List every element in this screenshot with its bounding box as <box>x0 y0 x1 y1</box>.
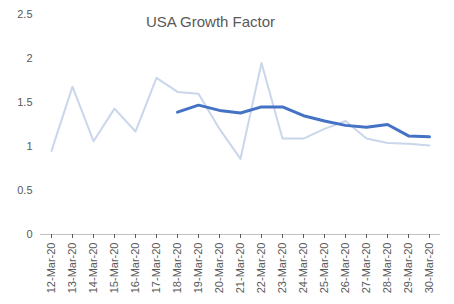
svg-text:29-Mar-20: 29-Mar-20 <box>402 243 414 294</box>
svg-text:30-Mar-20: 30-Mar-20 <box>423 243 435 294</box>
svg-text:1: 1 <box>26 140 32 152</box>
svg-text:27-Mar-20: 27-Mar-20 <box>360 243 372 294</box>
svg-text:13-Mar-20: 13-Mar-20 <box>66 243 78 294</box>
svg-text:16-Mar-20: 16-Mar-20 <box>129 243 141 294</box>
svg-text:18-Mar-20: 18-Mar-20 <box>171 243 183 294</box>
svg-text:0.5: 0.5 <box>17 184 32 196</box>
svg-text:2.5: 2.5 <box>17 8 32 20</box>
svg-text:21-Mar-20: 21-Mar-20 <box>234 243 246 294</box>
svg-text:12-Mar-20: 12-Mar-20 <box>45 243 57 294</box>
svg-text:22-Mar-20: 22-Mar-20 <box>255 243 267 294</box>
svg-text:14-Mar-20: 14-Mar-20 <box>87 243 99 294</box>
svg-text:0: 0 <box>26 228 32 240</box>
svg-text:23-Mar-20: 23-Mar-20 <box>276 243 288 294</box>
svg-text:28-Mar-20: 28-Mar-20 <box>381 243 393 294</box>
svg-text:2: 2 <box>26 52 32 64</box>
svg-text:25-Mar-20: 25-Mar-20 <box>318 243 330 294</box>
svg-text:26-Mar-20: 26-Mar-20 <box>339 243 351 294</box>
svg-text:19-Mar-20: 19-Mar-20 <box>192 243 204 294</box>
svg-text:20-Mar-20: 20-Mar-20 <box>213 243 225 294</box>
svg-text:1.5: 1.5 <box>17 96 32 108</box>
svg-text:17-Mar-20: 17-Mar-20 <box>150 243 162 294</box>
svg-text:24-Mar-20: 24-Mar-20 <box>297 243 309 294</box>
svg-text:15-Mar-20: 15-Mar-20 <box>108 243 120 294</box>
svg-text:USA Growth Factor: USA Growth Factor <box>146 13 275 30</box>
